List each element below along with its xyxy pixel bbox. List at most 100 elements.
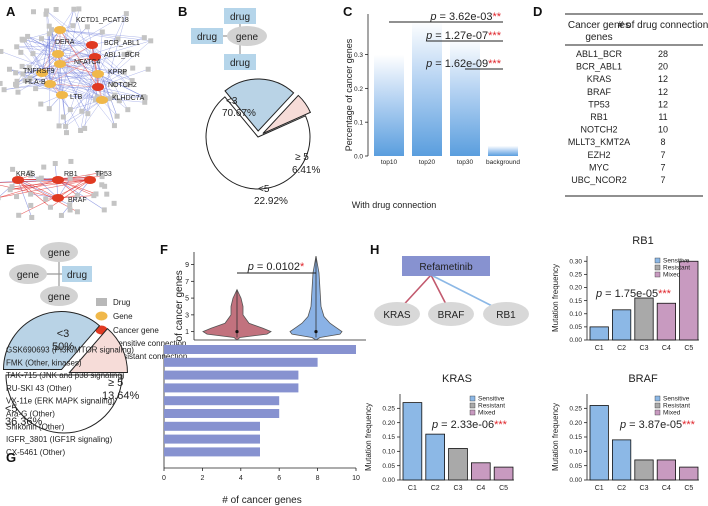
table-cell-count: 10 (658, 125, 668, 135)
pie-b-value-lt5: 22.92% (254, 196, 288, 207)
chart-h-pvalue: p = 3.87e-05*** (619, 419, 696, 431)
drug-connection-table: Cancer genes genes # of drug connection … (565, 13, 708, 197)
chart-h-ytick-label: 0.15 (569, 434, 582, 441)
network-edge-resistant (49, 83, 99, 88)
chart-g-xtick-label: 10 (352, 475, 360, 482)
chart-h-bar (589, 326, 609, 341)
table-cell-count: 12 (658, 99, 668, 109)
chart-h-bar (470, 462, 491, 481)
network-drug-node (27, 170, 33, 176)
legend-gene-label: Gene (113, 312, 133, 321)
network-cancer-gene-node (89, 53, 101, 61)
chart-h-xtick-label: C1 (595, 345, 604, 352)
network-cancer-gene-node (52, 194, 64, 202)
chart-h-bar (634, 459, 654, 481)
network-drug-node (22, 78, 28, 84)
chart-h-xtick-label: C3 (640, 345, 649, 352)
chart-c-bar (488, 145, 518, 156)
network-node-label: TNFRSF9 (23, 68, 55, 75)
pie-slice (5, 374, 123, 434)
violin-median-point (235, 330, 239, 334)
pie-e-label-ge5: ≥ 5 (108, 377, 123, 389)
bar-chart-kras: KRAS 0.00 0.05 0.10 0.15 0.20 0.25 Mutation fre… (364, 373, 514, 492)
network-gene-node (44, 80, 56, 88)
network-edge-sensitive (41, 38, 103, 101)
network-edge-resistant (0, 184, 59, 199)
network-edge-sensitive (97, 52, 130, 88)
schema-h-drug-node (402, 256, 490, 276)
chart-g-bar (164, 434, 260, 444)
chart-h-xtick-label: C5 (684, 485, 693, 492)
table-cell-gene: NOTCH2 (580, 125, 617, 135)
chart-c-ytick-label: 0.0 (354, 154, 363, 161)
network-edge-sensitive (35, 86, 99, 89)
network-edge-sensitive (97, 73, 146, 98)
chart-h-title: BRAF (628, 373, 658, 385)
chart-h-xtick-label: C1 (408, 485, 417, 492)
network-edge-sensitive (59, 37, 145, 65)
chart-h-bar (589, 405, 609, 481)
network-edge-resistant (57, 177, 88, 199)
network-drug-node (148, 38, 154, 44)
network-drug-node (99, 182, 105, 188)
chart-h-ytick-label: 0.20 (569, 285, 582, 292)
chart-g-bar (164, 396, 280, 406)
pie-b-label-lt5: <5 (258, 184, 270, 195)
panel-label-g: G (6, 450, 16, 465)
chart-h-legend-label: Resistant (663, 265, 690, 272)
pie-slice (262, 94, 312, 134)
network-gene-node (54, 60, 66, 68)
table-cell-count: 7 (660, 162, 665, 172)
legend-resistant-label: Resistant connection (113, 352, 187, 361)
network-drug-node (6, 66, 12, 72)
network-edge-sensitive (27, 36, 96, 58)
network-edge-sensitive (25, 80, 63, 96)
chart-h-legend-swatch (654, 264, 661, 271)
network-drug-node (145, 66, 151, 72)
bar-chart-rb1: RB1 0.00 0.05 0.10 0.15 0.20 0.25 0.30 Mutation … (551, 235, 699, 352)
network-edge-resistant (91, 44, 99, 88)
chart-f-ylabel: # of cancer genes (174, 270, 185, 350)
chart-g-bar (164, 370, 299, 380)
pie-slice (224, 78, 295, 132)
network-edge-sensitive (59, 63, 110, 99)
network-drug-node (43, 196, 49, 202)
chart-h-ytick-label: 0.25 (569, 406, 582, 413)
chart-h-legend-swatch (654, 409, 661, 416)
pie-slice (68, 327, 128, 374)
schema-e-gene-node (40, 286, 78, 306)
pie-b-value-lt3: 70.67% (222, 108, 256, 119)
schema-b-drug-node (224, 8, 256, 24)
network-node-label: KLHDC7A (112, 95, 145, 102)
network-node-label: BCR_ABL1 (104, 40, 140, 47)
network-drug-node (1, 87, 7, 93)
schema-e-gene-label: gene (48, 292, 71, 303)
chart-h-xtick-label: C4 (476, 485, 485, 492)
network-drug-node (49, 27, 55, 33)
network-drug-node (28, 172, 34, 178)
network-drug-node (99, 174, 105, 180)
network-drug-node (44, 8, 50, 14)
table-cell-count: 20 (658, 62, 668, 72)
network-cancer-gene-node (84, 176, 96, 184)
network-drug-node (125, 107, 131, 113)
chart-h-bar (612, 439, 632, 481)
schema-b-drug-label: drug (197, 32, 217, 43)
table-cell-gene: ABL1_BCR (576, 49, 623, 59)
network-drug-node (20, 71, 26, 77)
network-drug-node (112, 92, 118, 98)
network-edge-sensitive (0, 51, 99, 88)
network-drug-node (129, 78, 135, 84)
chart-h-ytick-label: 0.25 (569, 272, 582, 279)
network-node-label: HLA-B (25, 79, 46, 86)
network-edge-sensitive (59, 63, 89, 114)
network-gene-node (92, 70, 104, 78)
pie-e-label-lt5: <5 (5, 403, 18, 415)
chart-g-category-label: FMK (Other, kinases) (6, 358, 82, 367)
chart-c-pvalue: p = 3.62e-03** (429, 11, 501, 23)
schema-b-drug-node (191, 28, 223, 44)
chart-g-category-label: Ara-G (Other) (6, 410, 55, 419)
network-edge-sensitive (46, 10, 51, 85)
chart-h-bar (679, 466, 699, 481)
schema-b: drug drug drug gene (191, 8, 267, 70)
